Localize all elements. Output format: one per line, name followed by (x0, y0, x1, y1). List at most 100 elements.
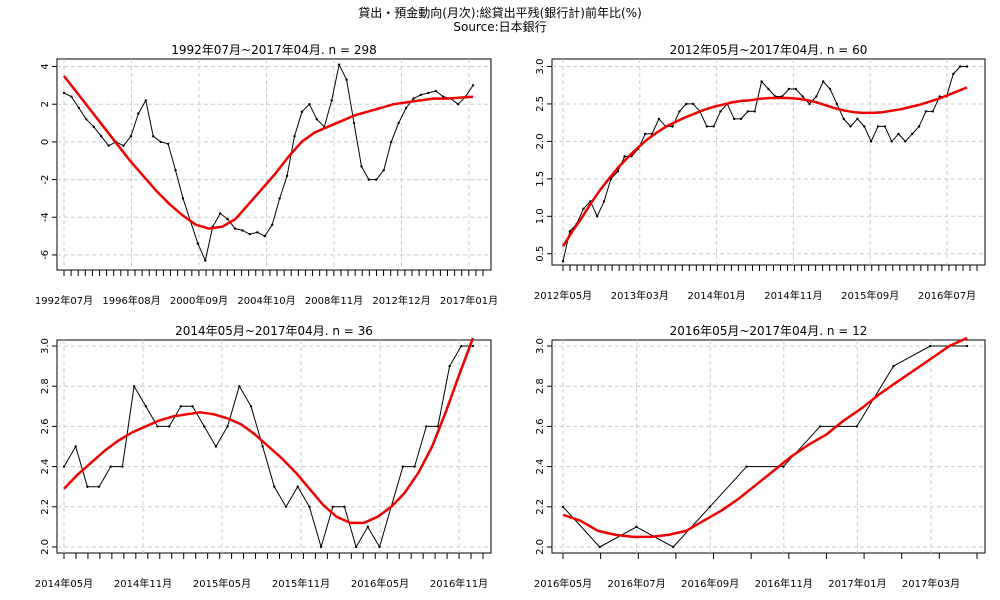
data-point (132, 385, 136, 388)
data-point (404, 106, 408, 110)
data-point (99, 135, 103, 138)
data-point (319, 545, 323, 549)
x-tick-label: 2014年01月 (688, 289, 746, 302)
data-line (562, 345, 967, 548)
data-point (596, 215, 599, 218)
data-point (842, 117, 845, 121)
data-point (828, 87, 832, 91)
data-point (300, 110, 304, 113)
data-point (261, 445, 264, 448)
data-point (345, 78, 348, 81)
data-point (378, 545, 381, 549)
x-tick-label: 2014年11月 (764, 289, 822, 302)
data-point (109, 465, 112, 468)
data-point (911, 132, 914, 136)
data-point (602, 200, 606, 203)
data-point (671, 125, 674, 128)
data-point (582, 207, 585, 211)
data-point (196, 242, 200, 245)
data-point (623, 155, 626, 158)
x-tick-label: 2015年09月 (841, 289, 899, 302)
x-tick-label: 2016年09月 (681, 577, 739, 590)
data-point (366, 525, 370, 529)
data-point (382, 168, 385, 172)
y-tick-label: 2.6 (535, 418, 546, 434)
y-tick-label: 2.8 (535, 378, 546, 394)
data-point (818, 425, 822, 428)
data-point (343, 505, 346, 508)
trend-line (562, 336, 968, 539)
data-point (271, 223, 274, 226)
data-point (412, 97, 415, 100)
data-point (708, 505, 712, 508)
data-line (63, 64, 474, 262)
y-tick-label: 2.4 (40, 459, 51, 475)
data-point (931, 110, 934, 113)
data-point (635, 525, 638, 529)
x-tick-label: 2017年03月 (902, 577, 960, 590)
data-point (782, 465, 785, 468)
data-point (92, 125, 95, 129)
y-tick-label: 2.8 (40, 378, 51, 394)
y-tick-label: 3.0 (535, 338, 546, 354)
data-point (678, 110, 681, 113)
data-point (892, 364, 895, 368)
data-point (144, 405, 147, 408)
data-point (226, 425, 229, 428)
data-point (273, 485, 276, 488)
data-point (745, 465, 748, 468)
data-point (471, 344, 475, 348)
data-point (330, 99, 333, 102)
y-tick-label: -6 (40, 250, 51, 260)
data-point (719, 110, 722, 113)
data-point (218, 212, 222, 215)
data-point (179, 405, 183, 408)
data-point (929, 344, 932, 348)
data-point (808, 102, 811, 106)
data-point (657, 117, 661, 121)
data-point (691, 102, 695, 106)
data-point (249, 405, 253, 408)
data-point (561, 260, 565, 263)
data-point (166, 142, 170, 145)
y-tick-label: 2 (40, 101, 51, 107)
x-tick-label: 2016年05月 (351, 577, 409, 590)
data-point (204, 259, 207, 262)
data-point (248, 233, 252, 236)
data-point (849, 125, 852, 128)
x-tick-label: 2008年11月 (305, 294, 363, 307)
data-point (869, 140, 873, 143)
data-point (77, 106, 81, 110)
data-point (456, 103, 460, 106)
x-tick-label: 2000年09月 (170, 294, 228, 307)
data-point (616, 170, 619, 173)
data-point (732, 117, 736, 121)
data-point (425, 425, 428, 428)
trend-line (561, 86, 968, 247)
data-point (360, 165, 363, 168)
data-point (152, 135, 155, 138)
data-point (86, 485, 89, 488)
data-point (308, 505, 311, 508)
data-point (712, 125, 715, 128)
data-point (70, 95, 73, 98)
data-point (367, 178, 371, 181)
data-point (390, 140, 393, 144)
y-tick-label: 2.0 (535, 539, 546, 555)
data-point (296, 485, 299, 488)
y-tick-label: 1.5 (535, 171, 546, 187)
panel-title: 1992年07月~2017年04月. n = 298 (171, 43, 377, 57)
data-point (97, 485, 101, 488)
chart-panel-2: 2012年05月~2017年04月. n = 60 3.0 2.5 2.0 1.5 1.0… (534, 43, 986, 302)
data-point (897, 132, 900, 136)
data-point (62, 91, 66, 95)
data-point (137, 112, 140, 115)
data-point (568, 230, 572, 233)
data-point (883, 125, 887, 128)
y-tick-label: 2.0 (40, 539, 51, 555)
data-point (561, 505, 565, 508)
data-point (876, 125, 880, 128)
trend-line (63, 75, 474, 230)
data-point (122, 144, 125, 147)
